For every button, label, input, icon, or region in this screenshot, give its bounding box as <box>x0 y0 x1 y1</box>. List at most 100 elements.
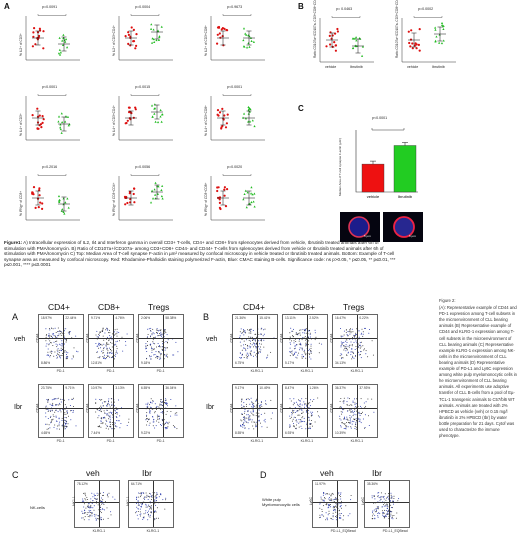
flow-c-plot-event <box>97 518 99 520</box>
flow-c-plot-event <box>151 511 152 513</box>
cytokine-dot-plot-vehicle-point <box>132 40 136 43</box>
flow-a-plot-event <box>158 351 159 353</box>
flow-b-plot-event <box>352 355 354 357</box>
flow-a-plot-event <box>146 415 147 417</box>
flow-a-plot-event <box>66 426 68 428</box>
cytokine-dot-plot-ibrutinib-point <box>253 205 256 208</box>
flow-a-plot-event <box>58 331 60 332</box>
flow-b-plot-event <box>244 331 246 333</box>
flow-d-plot-event <box>327 519 329 521</box>
flow-a-plot-event <box>52 334 54 336</box>
flow-b-plot: 13.11% 2.52% 5.17% CD44 KLRG-1 <box>279 314 328 373</box>
flow-b-plot-event <box>293 336 294 338</box>
flow-b-plot-event <box>250 336 252 338</box>
flow-b-plot-event <box>344 417 346 419</box>
flow-b-plot-event <box>260 404 262 406</box>
flow-b-plot-event <box>253 414 255 416</box>
cytokine-dot-plot-ibrutinib-point <box>157 38 161 42</box>
flow-a-plot-event <box>99 331 101 333</box>
cytokine-dot-plot-ibrutinib-point <box>64 37 68 41</box>
flow-a-plot-event <box>60 401 62 403</box>
flow-a-plot-event <box>50 421 52 423</box>
flow-a-plot-event <box>157 415 159 417</box>
flow-a-plot-event <box>159 404 161 406</box>
flow-a-plot-event <box>158 358 160 360</box>
flow-d-plot-event <box>388 493 389 495</box>
flow-d-plot-event <box>350 499 352 501</box>
flow-c-plot-event <box>138 492 140 494</box>
flow-a-plot-event <box>47 428 49 430</box>
figure2-caption: Figure 2: (A): Representative example of… <box>439 298 517 439</box>
flow-a-plot-event <box>48 398 49 400</box>
flow-a-plot-event <box>111 422 113 423</box>
flow-a-plot-event <box>51 327 53 329</box>
flow-a-plot-event <box>107 404 109 406</box>
ratio-dot-plot-mean-sd <box>408 32 420 48</box>
flow-d-plot-event <box>332 516 334 518</box>
flow-b-plot-event <box>340 353 342 355</box>
flow-d-plot-event <box>376 508 378 510</box>
flow-a-plot-event <box>154 411 156 412</box>
flow-b-plot-gate-horizontal <box>333 338 377 340</box>
flow-d-plot-event <box>338 510 340 512</box>
flow-b-plot-event <box>254 343 256 345</box>
flow-b-plot-event <box>293 328 294 330</box>
flow-a-plot-event <box>68 332 70 334</box>
flow-b-plot-dots <box>339 397 375 430</box>
cytokine-dot-plot-vehicle-point <box>222 44 225 47</box>
flow-b-plot-event <box>343 349 345 351</box>
flow-a-plot-event <box>95 398 97 400</box>
flow-a-plot-event <box>55 336 57 338</box>
flow-b-plot-event <box>308 353 310 354</box>
flow-b-plot-event <box>289 337 291 339</box>
flow-a-plot-event <box>104 412 106 414</box>
flow-b-plot-event <box>296 424 297 426</box>
flow-b-plot-event <box>253 346 254 348</box>
flow-b-plot-event <box>310 414 312 416</box>
flow-b-plot-event <box>289 407 291 409</box>
flow-a-plot-event <box>150 406 152 408</box>
flow-a-plot-event <box>160 331 162 333</box>
flow-b-plot-x-axis-label: KLRG-1 <box>350 369 364 373</box>
flow-b-plot-event <box>259 343 260 345</box>
flow-b-plot-event <box>301 421 302 423</box>
flow-d-plot-event <box>340 496 342 498</box>
flow-d-plot-event <box>387 497 389 498</box>
flow-a-plot-event <box>146 344 148 346</box>
flow-c-plot-event <box>139 508 141 510</box>
flow-b-plot-event <box>350 351 352 353</box>
flow-b-plot-event <box>362 335 364 337</box>
flow-a-plot-event <box>59 330 61 332</box>
flow-a-plot-event <box>152 348 154 350</box>
cytokine-dot-plot-bracket <box>222 14 252 16</box>
flow-a-plot-event <box>48 343 50 345</box>
flow-d-plot-event <box>384 509 385 511</box>
flow-a-plot: 10.97% 3.13% 7.44% CD44 PD-1 <box>85 384 134 443</box>
flow-c-plot-event <box>82 517 84 519</box>
flow-a-plot-y-axis-label: CD44 <box>135 403 140 413</box>
flow-a-plot-event <box>165 347 166 349</box>
flow-a-plot-event <box>166 405 168 407</box>
flow-a-plot-event <box>61 343 63 345</box>
flow-b-plot-event <box>309 423 311 425</box>
flow-b-plot-event <box>291 412 293 414</box>
flow-b-plot-event <box>264 412 266 414</box>
ratio-dot-plot-ibrutinib-point <box>361 45 365 48</box>
flow-b-plot-event <box>358 351 359 353</box>
cytokine-dot-plot-bracket <box>37 174 67 176</box>
flow-a-plot-event <box>147 334 149 335</box>
flow-c-plot-event <box>84 509 85 511</box>
flow-b-plot-event <box>249 347 251 349</box>
flow-a-plot-event <box>115 351 117 353</box>
flow-b-plot-event <box>293 402 295 404</box>
cytokine-dot-plot-ibrutinib-point <box>61 43 65 47</box>
ratio-dot-plot-svg <box>401 16 456 63</box>
flow-b-plot-event <box>300 425 302 427</box>
flow-d-plot-event <box>383 512 385 514</box>
flow-a-plot-event <box>72 398 74 400</box>
cytokine-dot-plot-bracket <box>222 94 252 96</box>
flow-a-plot-event <box>107 350 109 352</box>
ratio-dot-plot-vehicle-point <box>325 45 328 48</box>
flow-b-plot-event <box>341 358 342 360</box>
flow-b-plot-event <box>249 329 251 331</box>
